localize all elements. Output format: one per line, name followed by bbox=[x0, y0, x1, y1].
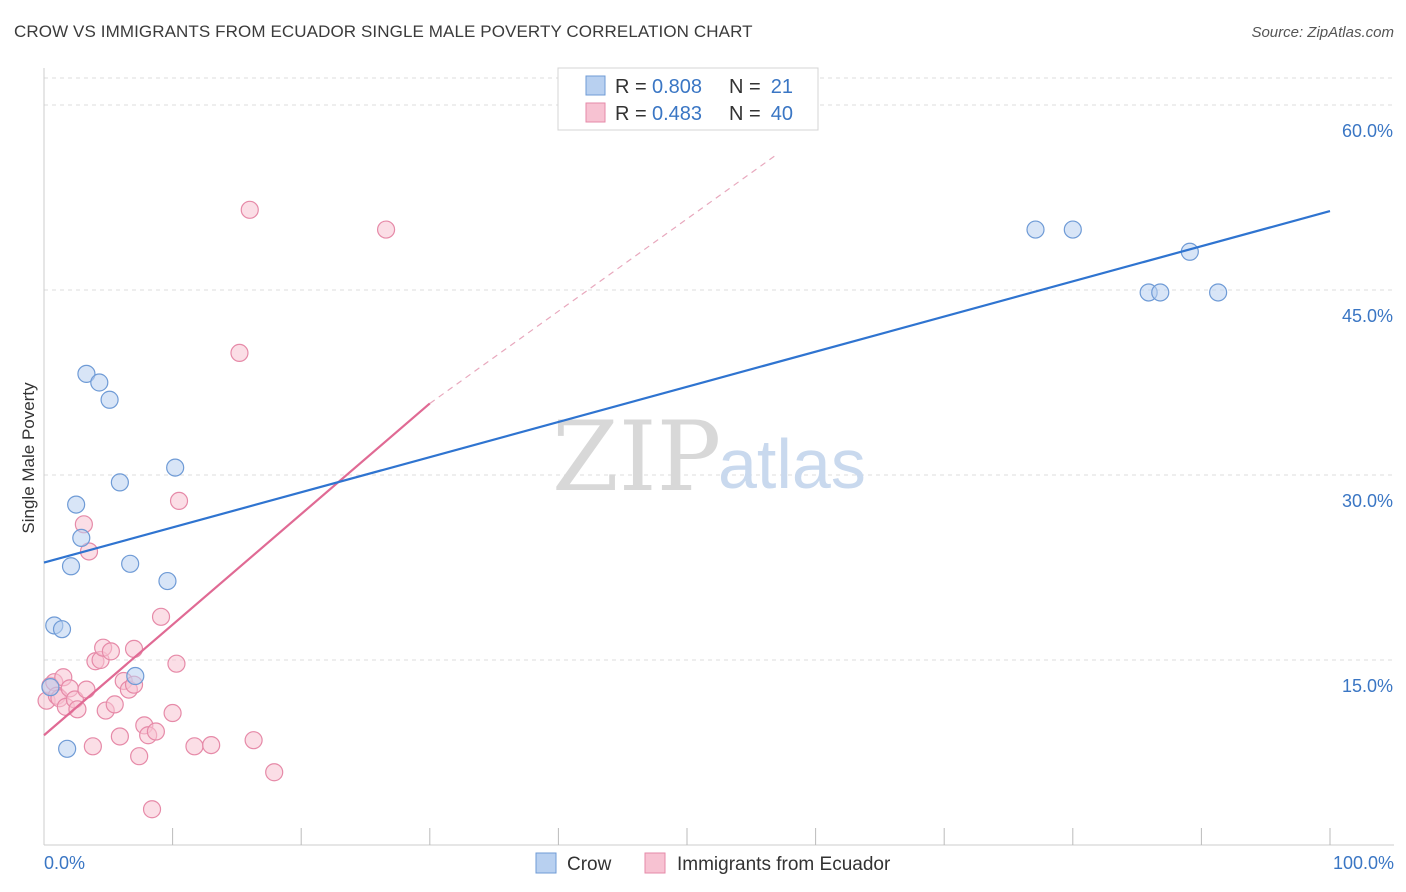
y-axis-title: Single Male Poverty bbox=[19, 382, 38, 534]
ecuador-point bbox=[230, 343, 249, 362]
crow-point bbox=[90, 373, 109, 392]
x-ticks bbox=[172, 828, 1331, 845]
ecuador-point bbox=[376, 220, 396, 239]
trend-lines bbox=[43, 153, 1331, 737]
watermark-zip: ZIP bbox=[552, 401, 721, 513]
ecuador-point bbox=[142, 800, 162, 819]
crow-point bbox=[110, 473, 129, 492]
ecuador-point bbox=[240, 200, 259, 219]
legend-n-label-ecuador: N = bbox=[729, 103, 761, 125]
ecuador-point bbox=[130, 747, 149, 766]
y-tick-label: 15.0% bbox=[1342, 676, 1393, 696]
crow-point bbox=[61, 557, 81, 576]
crow-point bbox=[67, 495, 86, 514]
legend-r-value-ecuador: 0.483 bbox=[652, 103, 702, 125]
crow-point bbox=[126, 666, 145, 686]
ecuador-point bbox=[202, 735, 221, 755]
ecuador-point bbox=[101, 642, 120, 661]
legend-r-label-ecuador: R = bbox=[615, 103, 647, 125]
ecuador-point bbox=[105, 695, 124, 714]
ecuador-point bbox=[124, 639, 144, 659]
ecuador-point bbox=[167, 654, 186, 673]
ecuador-point bbox=[83, 737, 102, 756]
bottom-legend-label-crow: Crow bbox=[567, 854, 612, 875]
ecuador-point bbox=[185, 737, 204, 756]
crow-point bbox=[41, 678, 60, 697]
crow-point bbox=[77, 364, 96, 383]
crow-point bbox=[166, 458, 185, 477]
crow-point bbox=[52, 620, 72, 639]
crow-points bbox=[41, 220, 1228, 758]
crow-point bbox=[1026, 220, 1045, 239]
bottom-legend-swatch-crow bbox=[535, 852, 557, 874]
ecuador-point bbox=[265, 763, 284, 782]
y-tick-labels: 15.0% 30.0% 45.0% 60.0% bbox=[1342, 121, 1393, 696]
bottom-legend-label-ecuador: Immigrants from Ecuador bbox=[677, 854, 891, 875]
watermark-atlas: atlas bbox=[718, 425, 866, 503]
y-tick-label: 45.0% bbox=[1342, 306, 1393, 326]
legend-r-label-crow: R = bbox=[615, 76, 647, 98]
ecuador-points bbox=[37, 200, 396, 819]
crow-point bbox=[158, 571, 177, 591]
legend-swatch-ecuador bbox=[585, 102, 606, 123]
ecuador-point bbox=[169, 491, 189, 510]
ecuador-trend-extension bbox=[429, 153, 778, 404]
ecuador-trend-line bbox=[43, 402, 431, 737]
series-legend: Crow Immigrants from Ecuador bbox=[535, 852, 891, 875]
x-tick-label-max: 100.0% bbox=[1333, 853, 1394, 873]
legend-n-label-crow: N = bbox=[729, 76, 761, 98]
x-tick-label-min: 0.0% bbox=[44, 853, 85, 873]
legend-swatch-crow bbox=[585, 75, 606, 96]
crow-point bbox=[1063, 220, 1082, 239]
source-label: Source: ZipAtlas.com bbox=[1251, 24, 1394, 41]
chart-title: CROW VS IMMIGRANTS FROM ECUADOR SINGLE M… bbox=[14, 22, 753, 41]
crow-point bbox=[1209, 283, 1228, 302]
crow-point bbox=[58, 739, 77, 758]
legend-n-value-ecuador: 40 bbox=[771, 103, 793, 125]
crow-trend-line bbox=[43, 210, 1331, 564]
ecuador-point bbox=[163, 703, 182, 723]
ecuador-point bbox=[77, 680, 96, 699]
legend-n-value-crow: 21 bbox=[771, 76, 793, 98]
bottom-legend-swatch-ecuador bbox=[644, 852, 666, 874]
ecuador-point bbox=[151, 607, 171, 626]
stats-legend: R = 0.808 N = 21 R = 0.483 N = 40 bbox=[557, 67, 819, 131]
y-tick-label: 60.0% bbox=[1342, 121, 1393, 141]
grid-layer bbox=[44, 77, 1394, 661]
legend-r-value-crow: 0.808 bbox=[652, 76, 702, 98]
ecuador-point bbox=[110, 727, 129, 746]
crow-point bbox=[72, 528, 91, 548]
ecuador-point bbox=[146, 722, 165, 741]
ecuador-point bbox=[68, 700, 87, 719]
crow-point bbox=[1151, 283, 1170, 302]
crow-point bbox=[121, 554, 140, 573]
crow-point bbox=[100, 390, 119, 409]
ecuador-point bbox=[244, 731, 263, 750]
y-tick-label: 30.0% bbox=[1342, 491, 1393, 511]
